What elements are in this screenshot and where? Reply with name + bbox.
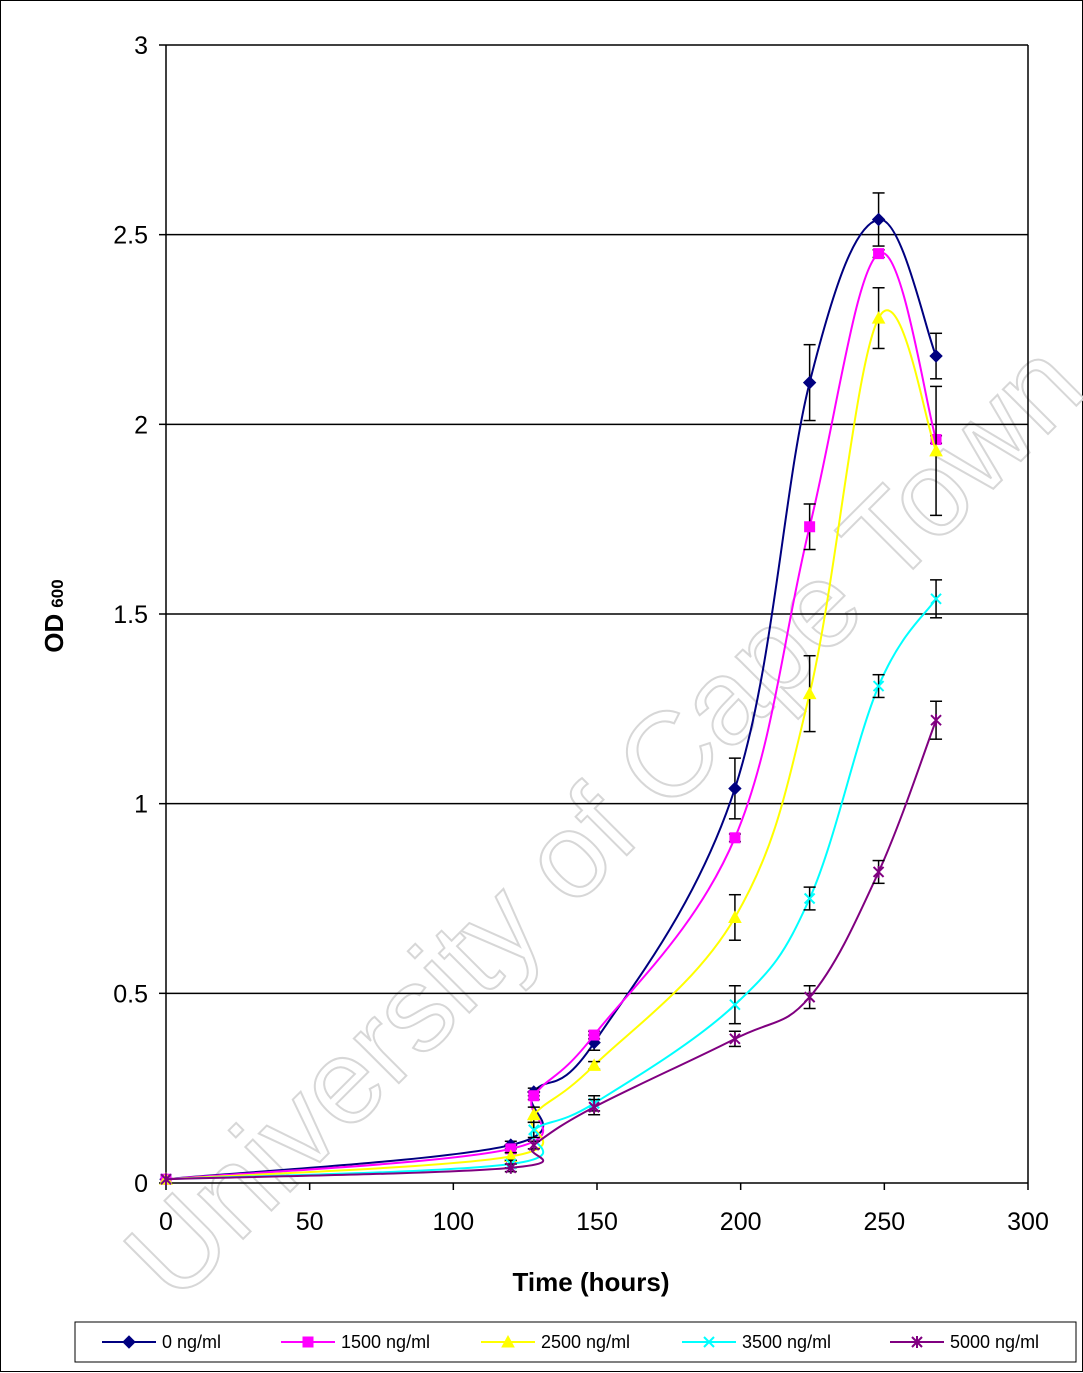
legend-marker <box>501 1334 515 1348</box>
data-point <box>873 248 885 260</box>
y-tick-label: 0 <box>134 1170 148 1198</box>
data-point <box>803 991 816 1004</box>
data-point-stroke <box>872 680 885 692</box>
data-point <box>930 714 942 727</box>
data-point <box>729 832 741 844</box>
data-point <box>526 1107 541 1121</box>
legend-label: 3500 ng/ml <box>742 1332 831 1352</box>
data-point <box>929 349 943 363</box>
grid-layer <box>166 44 1029 1183</box>
data-point <box>588 1101 600 1114</box>
series-line <box>165 218 937 1181</box>
legend: 0 ng/ml 1500 ng/ml 2500 ng/ml 3500 ng/ml 500… <box>74 1321 1077 1363</box>
legend-label: 0 ng/ml <box>162 1332 221 1352</box>
x-tick-label: 150 <box>576 1208 618 1236</box>
data-point <box>729 999 741 1011</box>
data-point <box>729 1032 741 1045</box>
x-tick-label: 200 <box>720 1208 762 1236</box>
x-tick-label: 300 <box>1007 1208 1049 1236</box>
y-tick-label: 3 <box>134 32 148 60</box>
data-point <box>872 680 885 692</box>
data-point <box>802 375 817 390</box>
data-point <box>528 1139 540 1152</box>
y-axis-title-subscript: 600 <box>48 579 67 607</box>
x-tick-label: 50 <box>296 1208 324 1236</box>
data-point <box>588 1029 600 1041</box>
svg-text:OD600: OD 600 <box>39 579 69 652</box>
y-tick-label: 0.5 <box>113 980 148 1008</box>
data-point <box>528 1124 540 1136</box>
legend-label: 2500 ng/ml <box>541 1332 630 1352</box>
legend-item-3: 3500 ng/ml <box>682 1332 831 1352</box>
y-tick-label: 1 <box>134 791 148 819</box>
legend-marker <box>122 1335 136 1349</box>
y-axis-title: OD 600 <box>39 579 69 652</box>
y-tick-label: 2 <box>134 411 148 439</box>
data-point <box>528 1090 540 1102</box>
x-tick-label: 0 <box>159 1208 173 1236</box>
series-line <box>165 719 937 1181</box>
y-tick-label: 1.5 <box>113 601 148 629</box>
series-4 <box>160 700 943 1186</box>
data-point <box>930 593 942 605</box>
y-axis-title-main: OD <box>39 614 69 653</box>
series-layer <box>159 192 943 1186</box>
data-point-stroke <box>729 999 741 1011</box>
series-2 <box>159 287 943 1185</box>
x-tick-label: 250 <box>863 1208 905 1236</box>
x-axis-title: Time (hours) <box>513 1267 670 1297</box>
legend-item-2: 2500 ng/ml <box>481 1332 630 1352</box>
series-line <box>165 251 938 1181</box>
data-point-stroke <box>803 892 816 905</box>
data-point <box>802 686 817 700</box>
axes-layer: 0 0.5 1 1.5 2 2.5 3 0 50 100 150 200 250 300 <box>113 32 1049 1236</box>
data-point <box>728 781 742 796</box>
legend-item-4: 5000 ng/ml <box>890 1332 1039 1352</box>
legend-item-0: 0 ng/ml <box>102 1332 221 1352</box>
data-point <box>160 1173 172 1186</box>
data-point <box>505 1161 517 1174</box>
legend-marker-stroke <box>703 1336 715 1348</box>
legend-label: 1500 ng/ml <box>341 1332 430 1352</box>
series-1 <box>160 248 943 1185</box>
legend-marker <box>911 1336 923 1348</box>
legend-label: 5000 ng/ml <box>950 1332 1039 1352</box>
x-tick-label: 100 <box>432 1208 474 1236</box>
data-point-stroke <box>528 1124 540 1136</box>
legend-marker <box>302 1336 314 1348</box>
data-point <box>929 443 943 457</box>
data-point-stroke <box>930 593 942 605</box>
data-point <box>728 910 742 923</box>
data-point <box>803 892 816 905</box>
data-point <box>587 1058 601 1071</box>
data-point <box>872 865 885 878</box>
data-point <box>871 311 886 324</box>
legend-item-1: 1500 ng/ml <box>281 1332 430 1352</box>
y-tick-label: 2.5 <box>113 222 148 250</box>
data-point <box>804 521 816 533</box>
legend-marker <box>703 1336 715 1348</box>
data-point <box>871 212 886 227</box>
series-line <box>165 598 937 1181</box>
